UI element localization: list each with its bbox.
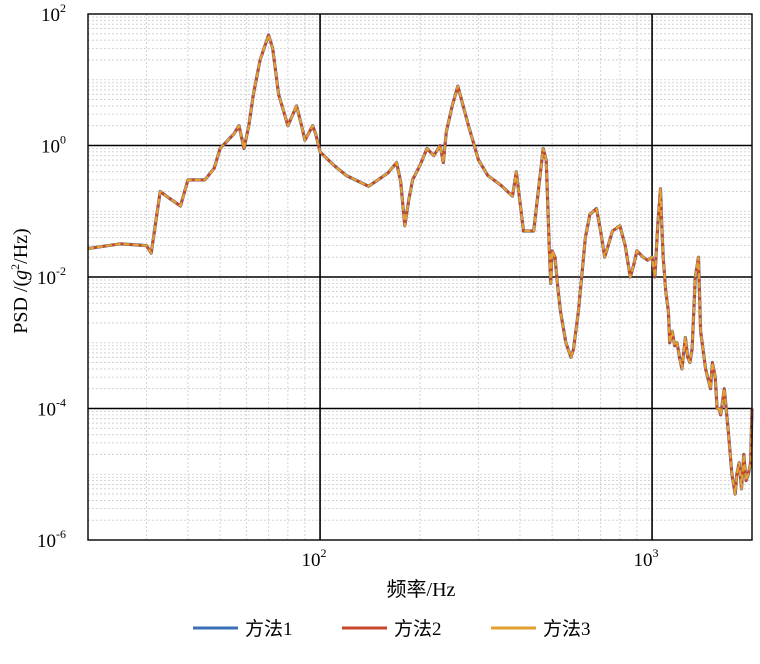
y-tick-label: 10-2 — [37, 264, 66, 289]
series-line-3 — [87, 33, 754, 496]
series-layer — [87, 33, 754, 496]
legend-item-2: 方法2 — [342, 618, 442, 640]
y-tick-label: 10-6 — [37, 527, 66, 552]
major-grid — [88, 14, 752, 540]
legend: 方法1 方法2 方法3 — [193, 618, 591, 640]
x-tick-label: 102 — [302, 546, 327, 571]
plot-frame — [87, 13, 753, 541]
legend-label-2: 方法2 — [394, 618, 442, 640]
legend-label-3: 方法3 — [543, 618, 591, 640]
y-tick-label: 10-4 — [37, 396, 66, 421]
x-tick-labels: 102 103 — [302, 546, 659, 571]
legend-item-3: 方法3 — [491, 618, 591, 640]
y-tick-label: 102 — [41, 1, 66, 26]
y-axis-label: PSD /(g2/Hz) — [8, 228, 32, 333]
x-axis-label: 频率/Hz — [387, 578, 456, 601]
y-tick-labels: 10-6 10-4 10-2 100 102 — [37, 1, 66, 552]
legend-label-1: 方法1 — [245, 618, 293, 640]
legend-item-1: 方法1 — [193, 618, 293, 640]
y-tick-label: 100 — [41, 133, 66, 158]
x-tick-label: 103 — [634, 546, 659, 571]
